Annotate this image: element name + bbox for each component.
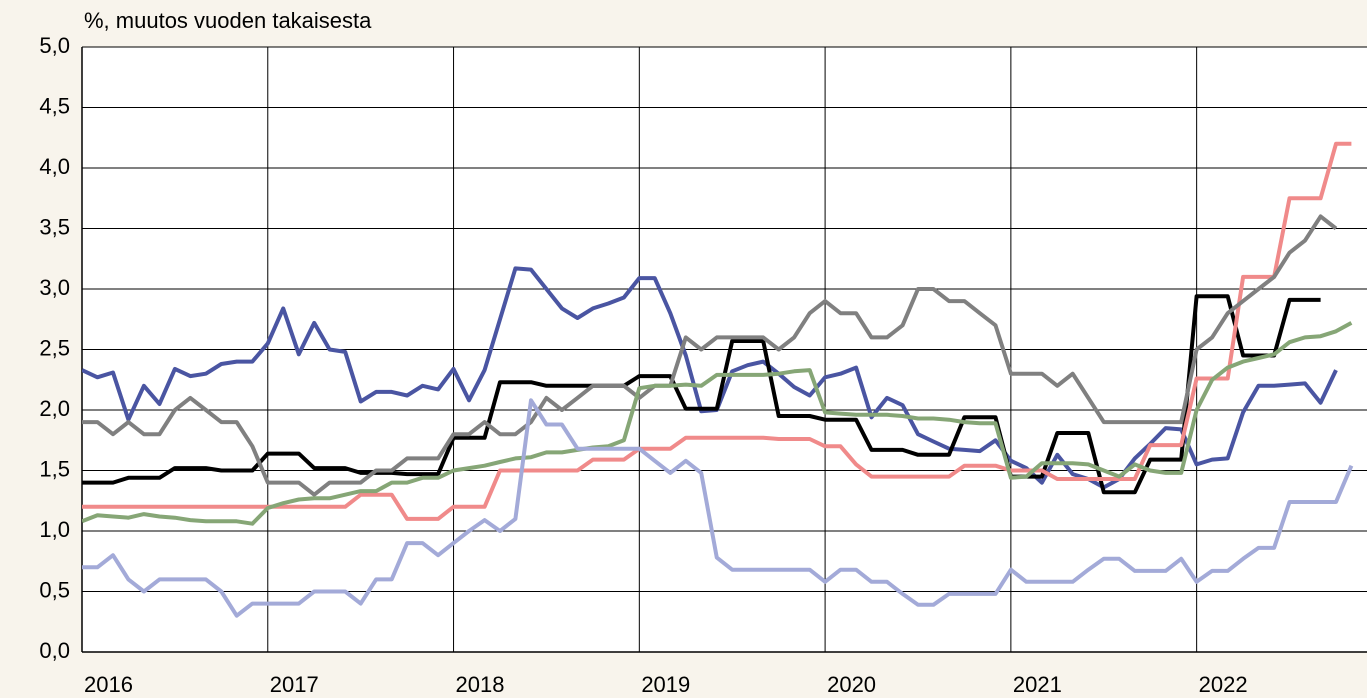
x-tick-label: 2022 (1199, 672, 1248, 697)
y-tick-label: 0,5 (39, 577, 70, 602)
grid (81, 46, 1367, 653)
y-tick-label: 3,0 (39, 275, 70, 300)
series-line (82, 321, 1353, 526)
lines (82, 141, 1354, 618)
y-axis-label: %, muutos vuoden takaisesta (84, 8, 372, 33)
y-tick-label: 1,0 (39, 517, 70, 542)
series-line (82, 398, 1354, 618)
series-line (82, 294, 1321, 495)
x-tick-label: 2019 (641, 672, 690, 697)
labels: 0,0 0,5 1,0 1,5 2,0 2,5 3,0 3,5 4,0 4,5 5,0 2016 201… (39, 33, 1247, 697)
y-tick-label: 3,5 (39, 214, 70, 239)
y-tick-label: 2,0 (39, 396, 70, 421)
x-tick-label: 2018 (456, 672, 505, 697)
y-tick-label: 1,5 (39, 456, 70, 481)
y-tick-label: 4,5 (39, 93, 70, 118)
y-tick-label: 4,0 (39, 154, 70, 179)
series-line (82, 214, 1338, 497)
x-tick-label: 2017 (270, 672, 319, 697)
x-tick-label: 2016 (84, 672, 133, 697)
y-tick-label: 5,0 (39, 33, 70, 58)
x-tick-label: 2021 (1013, 672, 1062, 697)
y-tick-label: 2,5 (39, 335, 70, 360)
y-tick-label: 0,0 (39, 638, 70, 663)
x-tick-label: 2020 (827, 672, 876, 697)
